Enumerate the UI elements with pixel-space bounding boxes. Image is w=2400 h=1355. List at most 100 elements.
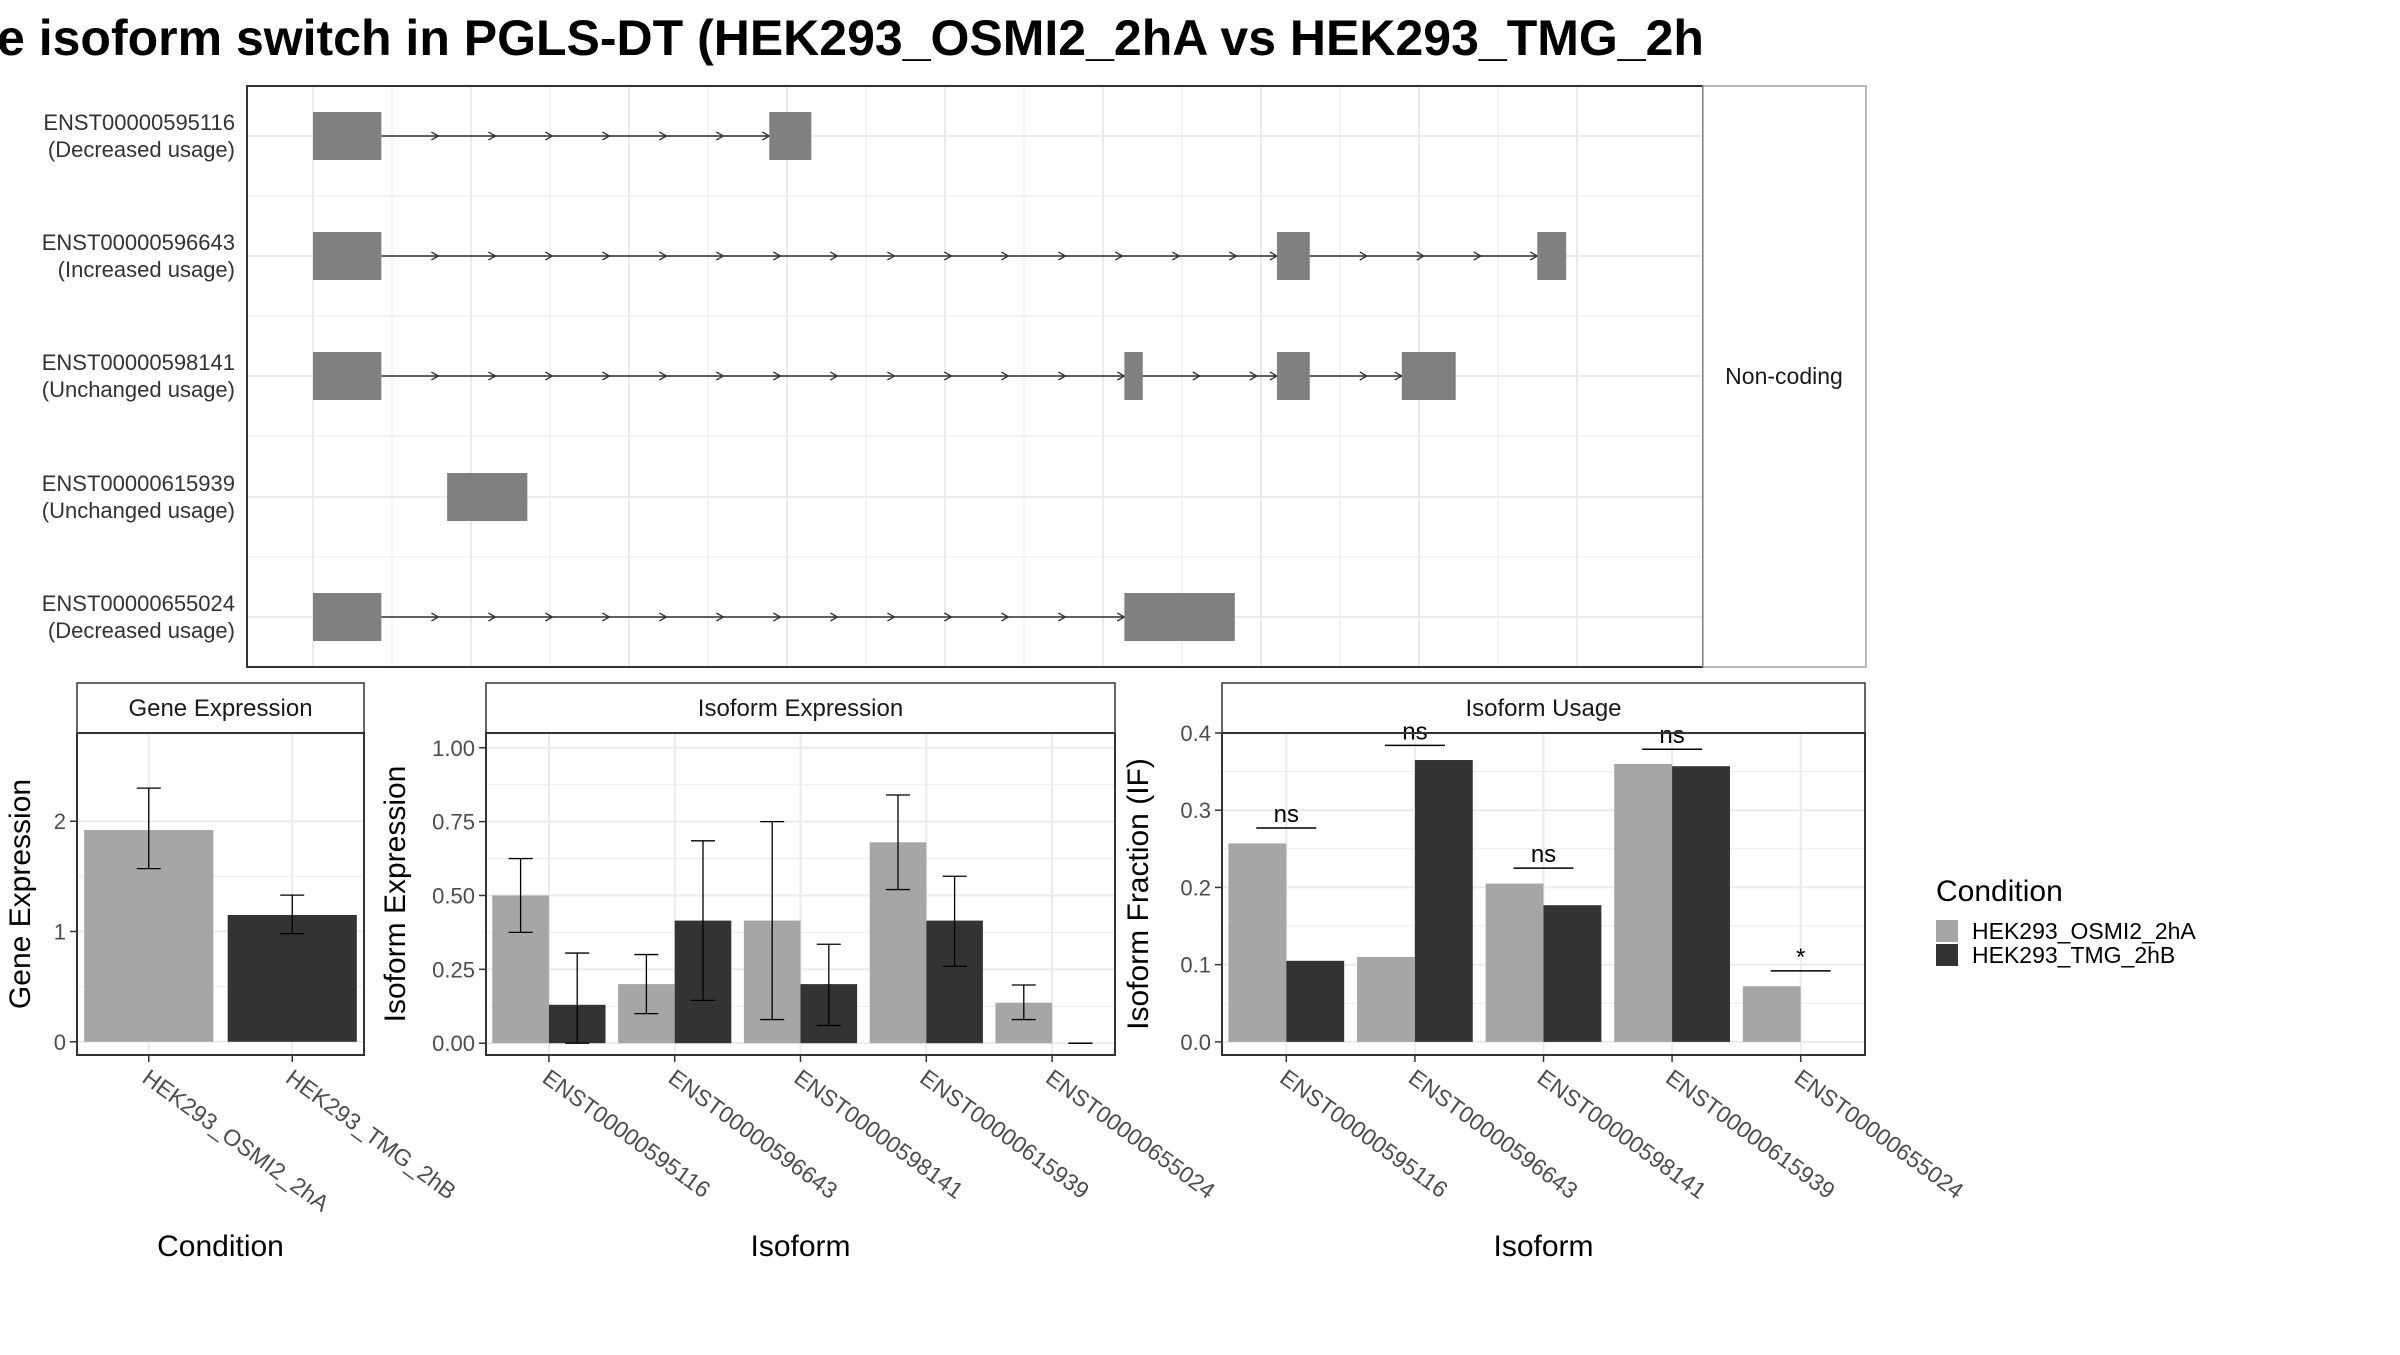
transcript-id-label: ENST00000595116 [43,110,235,135]
plot-border [76,732,365,1056]
intron-direction-arrow [773,251,782,261]
transcript-usage-label: (Decreased usage) [48,618,235,643]
significance-label: ns [1274,801,1299,828]
intron-direction-arrow [602,131,611,141]
y-tick-label: 0.75 [432,810,475,835]
legend-label: HEK293_OSMI2_2hA [1972,918,2196,944]
intron-direction-arrow [659,131,668,141]
exon-block [313,352,382,400]
exon-block [1124,352,1143,400]
intron-direction-arrow [716,131,725,141]
bar [227,914,357,1042]
intron-direction-arrow [773,371,782,381]
exon-block [769,112,812,160]
exon-block [1276,352,1310,400]
intron-direction-arrow [1117,371,1126,381]
intron-direction-arrow [431,131,440,141]
intron-direction-arrow [1416,251,1426,261]
transcript-id-label: ENST00000655024 [42,591,235,616]
exon-block [313,232,382,280]
facet-strip-title: Gene Expression [128,695,312,722]
intron-direction-arrow [1359,371,1369,381]
exon-block [1537,232,1567,280]
intron-direction-arrow [944,251,953,261]
transcript-usage-label: (Decreased usage) [48,137,235,162]
intron-direction-arrow [1117,612,1126,622]
intron-direction-arrow [773,612,782,622]
bar [1357,956,1415,1042]
y-tick-label: 0.50 [432,883,475,908]
y-axis-title: Gene Expression [4,779,37,1009]
x-axis-title: Isoform [1493,1230,1593,1263]
exon-block [313,112,382,160]
transcript-track [313,112,812,160]
intron-direction-arrow [944,371,953,381]
intron-direction-arrow [659,371,668,381]
facet-strip-title: Isoform Usage [1465,695,1621,722]
transcript-usage-label: (Unchanged usage) [42,377,235,402]
intron-direction-arrow [659,251,668,261]
transcript-track [313,232,1567,280]
intron-direction-arrow [1058,251,1067,261]
figure-title: e isoform switch in PGLS-DT (HEK293_OSMI… [0,10,1704,66]
y-tick-label: 0.2 [1180,875,1211,900]
intron-direction-arrow [1192,371,1202,381]
y-tick-label: 0.0 [1180,1030,1211,1055]
facet-strip [1702,85,1867,668]
intron-direction-arrow [1001,612,1010,622]
intron-direction-arrow [488,612,497,622]
bar [1228,843,1287,1042]
intron-direction-arrow [545,371,554,381]
intron-direction-arrow [431,371,440,381]
bar [1286,960,1345,1042]
transcript-usage-label: (Unchanged usage) [42,498,235,523]
bar [1742,986,1801,1042]
transcript-track [313,593,1235,641]
bar [1672,766,1730,1042]
legend-swatch [1936,920,1958,942]
y-tick-label: 0.4 [1180,721,1211,746]
facet-strip-title: Isoform Expression [698,695,903,722]
intron-direction-arrow [545,131,554,141]
bar [1543,905,1602,1042]
intron-direction-arrow [830,371,839,381]
legend-swatch [1936,944,1958,966]
transcript-track [447,473,528,521]
y-tick-label: 1.00 [432,736,475,761]
intron-direction-arrow [716,251,725,261]
intron-direction-arrow [716,371,725,381]
intron-direction-arrow [488,251,497,261]
intron-direction-arrow [1001,251,1010,261]
x-axis-title: Condition [157,1230,284,1263]
intron-direction-arrow [887,612,896,622]
intron-direction-arrow [545,251,554,261]
y-tick-label: 0 [54,1030,66,1055]
transcript-id-label: ENST00000615939 [42,471,235,496]
facet-strip [76,682,365,734]
intron-direction-arrow [602,251,611,261]
intron-direction-arrow [602,612,611,622]
y-tick-label: 2 [54,809,66,834]
bar [1485,883,1544,1042]
intron-direction-arrow [659,612,668,622]
exon-block [313,593,382,641]
x-axis-title: Isoform [750,1230,850,1263]
intron-direction-arrow [431,251,440,261]
bar-panel-isoform-expression: Isoform Expression0.000.250.500.751.00EN… [379,682,1220,1263]
intron-direction-arrow [431,612,440,622]
y-tick-label: 0.25 [432,957,475,982]
transcript-id-label: ENST00000598141 [42,350,235,375]
intron-direction-arrow [488,371,497,381]
intron-direction-arrow [887,371,896,381]
exon-block [1401,352,1456,400]
intron-direction-arrow [1058,371,1067,381]
exon-block [447,473,528,521]
legend-title: Condition [1936,875,2063,908]
transcript-id-label: ENST00000596643 [42,230,235,255]
bar [1614,763,1673,1042]
intron-direction-arrow [830,251,839,261]
significance-label: ns [1402,718,1427,745]
gene-structure-panel: ENST00000595116(Decreased usage)ENST0000… [42,85,1867,668]
